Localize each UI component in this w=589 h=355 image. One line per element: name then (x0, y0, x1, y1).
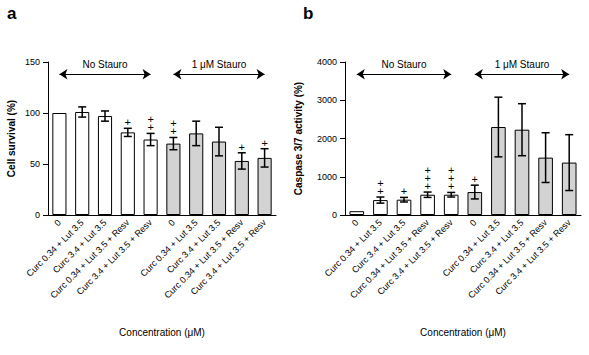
svg-text:+: + (448, 180, 454, 192)
svg-text:Curc 0.34 + Lut 3.5: Curc 0.34 + Lut 3.5 (24, 217, 86, 279)
svg-text:Curc 3.4 + Lut 3.5 + Resv: Curc 3.4 + Lut 3.5 + Resv (493, 217, 573, 297)
svg-text:1000: 1000 (317, 172, 337, 182)
svg-text:150: 150 (25, 57, 40, 67)
svg-text:4000: 4000 (317, 57, 337, 67)
svg-text:0: 0 (350, 217, 361, 228)
svg-text:Curc 0.34 + Lut 3.5: Curc 0.34 + Lut 3.5 (440, 217, 502, 279)
svg-text:Curc 3.4 + Lut 3.5 + Resv: Curc 3.4 + Lut 3.5 + Resv (75, 217, 155, 297)
svg-text:Cell survival (%): Cell survival (%) (6, 100, 17, 177)
svg-text:a: a (7, 4, 17, 23)
svg-text:2000: 2000 (317, 134, 337, 144)
svg-text:0: 0 (35, 210, 40, 220)
svg-text:Curc 0.34 + Lut 3.5 + Resv: Curc 0.34 + Lut 3.5 + Resv (466, 217, 550, 301)
svg-text:100: 100 (25, 108, 40, 118)
svg-text:+: + (401, 185, 407, 197)
svg-text:Curc 0.34 + Lut 3.5: Curc 0.34 + Lut 3.5 (138, 217, 200, 279)
svg-text:0: 0 (468, 217, 479, 228)
svg-text:+: + (377, 185, 383, 197)
svg-text:Caspase 3/7 activity (%): Caspase 3/7 activity (%) (293, 82, 304, 195)
svg-text:+: + (170, 125, 176, 137)
svg-text:0: 0 (332, 210, 337, 220)
svg-text:Concentration (μM): Concentration (μM) (420, 327, 506, 338)
svg-text:No Stauro: No Stauro (82, 59, 127, 70)
svg-text:Curc 0.34 + Lut 3.5 + Resv: Curc 0.34 + Lut 3.5 + Resv (348, 217, 432, 301)
svg-text:+: + (147, 121, 153, 133)
svg-text:1 μM Stauro: 1 μM Stauro (192, 59, 247, 70)
svg-text:Curc 0.34 + Lut 3.5 + Resv: Curc 0.34 + Lut 3.5 + Resv (48, 217, 132, 301)
svg-text:+: + (261, 137, 267, 149)
svg-text:+: + (125, 116, 131, 128)
svg-text:3000: 3000 (317, 95, 337, 105)
svg-text:+: + (424, 180, 430, 192)
svg-text:50: 50 (30, 159, 40, 169)
svg-text:Curc 3.4 + Lut 3.5 + Resv: Curc 3.4 + Lut 3.5 + Resv (375, 217, 455, 297)
svg-text:b: b (303, 4, 313, 23)
svg-text:+: + (239, 141, 245, 153)
svg-text:1 μM Stauro: 1 μM Stauro (495, 59, 550, 70)
svg-text:No Stauro: No Stauro (381, 59, 426, 70)
svg-text:Curc 0.34 + Lut 3.5: Curc 0.34 + Lut 3.5 (322, 217, 384, 279)
svg-text:Curc 3.4 + Lut 3.5 + Resv: Curc 3.4 + Lut 3.5 + Resv (189, 217, 269, 297)
svg-text:Concentration (μM): Concentration (μM) (119, 327, 205, 338)
svg-text:0: 0 (52, 217, 63, 228)
svg-text:+: + (472, 173, 478, 185)
svg-text:0: 0 (166, 217, 177, 228)
svg-text:Curc 0.34 + Lut 3.5 + Resv: Curc 0.34 + Lut 3.5 + Resv (162, 217, 246, 301)
